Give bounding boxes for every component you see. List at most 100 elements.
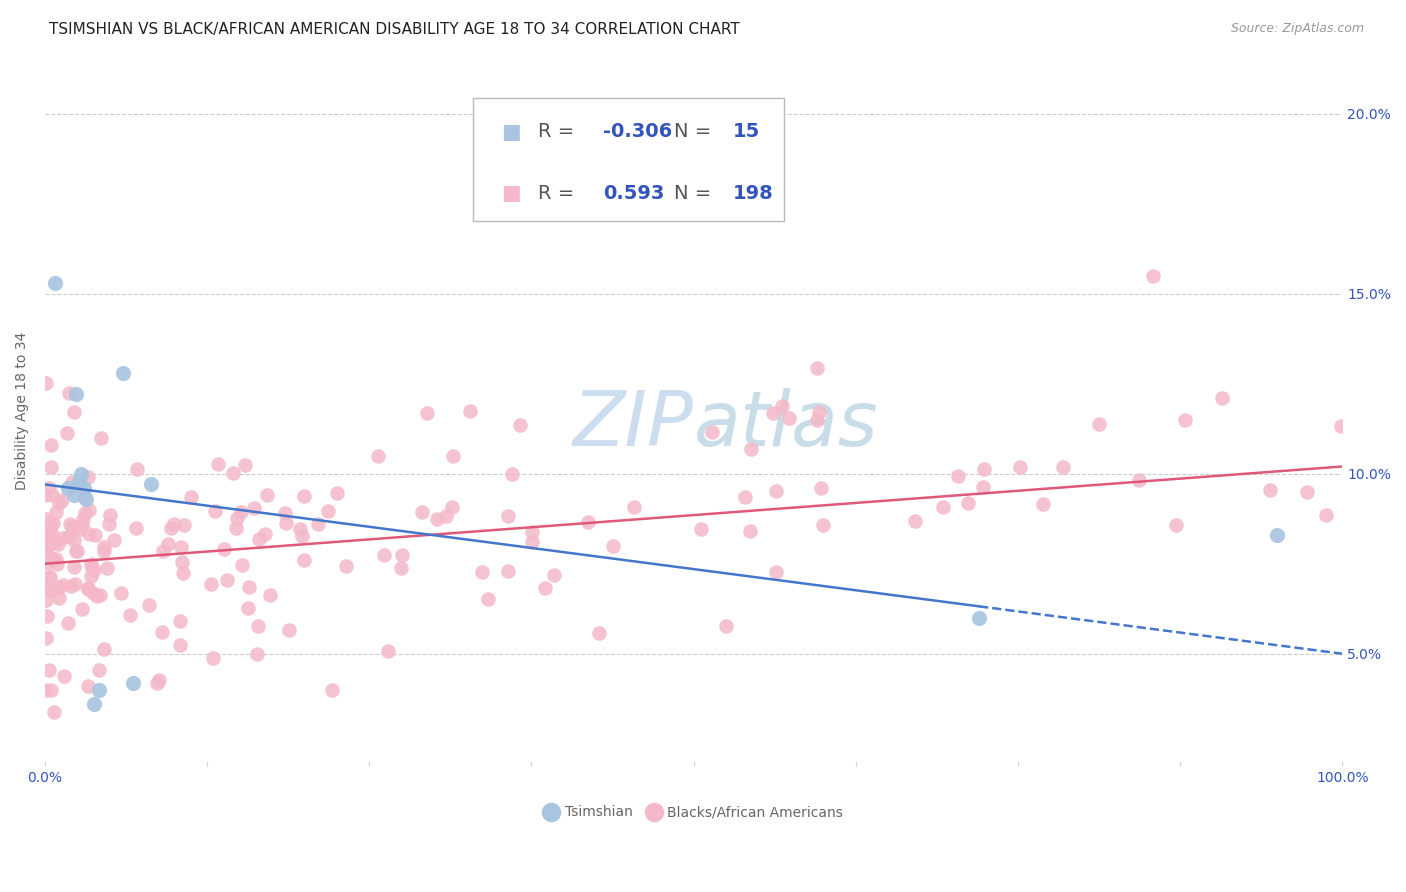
Point xyxy=(38,663,60,677)
Point xyxy=(1211,391,1233,405)
Point xyxy=(170,540,193,554)
Point xyxy=(42,706,65,720)
Point xyxy=(70,601,93,615)
Point xyxy=(76,491,98,506)
Point xyxy=(441,449,464,463)
Point xyxy=(325,486,347,500)
Point xyxy=(543,567,565,582)
Text: 198: 198 xyxy=(733,184,773,202)
Point xyxy=(738,524,761,538)
Text: ■: ■ xyxy=(502,122,522,142)
Point xyxy=(1330,419,1353,434)
Point xyxy=(1260,483,1282,497)
Point xyxy=(434,508,457,523)
Point xyxy=(55,425,77,440)
Point xyxy=(169,639,191,653)
Point xyxy=(82,586,104,600)
Point xyxy=(700,425,723,440)
Text: ■: ■ xyxy=(502,183,522,203)
Point xyxy=(946,469,969,483)
Point xyxy=(520,524,543,539)
Point xyxy=(96,561,118,575)
Point xyxy=(501,467,523,481)
Point xyxy=(1267,528,1289,542)
Point xyxy=(411,505,433,519)
Point xyxy=(204,504,226,518)
Point xyxy=(60,519,83,533)
Point xyxy=(173,517,195,532)
Point xyxy=(45,505,67,519)
Point xyxy=(765,484,787,499)
Point xyxy=(34,512,56,526)
Text: 0.593: 0.593 xyxy=(603,184,664,202)
Point xyxy=(290,523,312,537)
Point xyxy=(602,539,624,553)
Point xyxy=(34,538,56,552)
Point xyxy=(48,591,70,606)
Point xyxy=(238,580,260,594)
Point xyxy=(65,577,87,591)
Point xyxy=(233,458,256,472)
Point xyxy=(66,543,89,558)
Point xyxy=(38,570,60,584)
Point xyxy=(34,488,56,502)
Point xyxy=(765,565,787,579)
Point xyxy=(38,482,60,496)
Point xyxy=(225,520,247,534)
Legend: Tsimshian, Blacks/African Americans: Tsimshian, Blacks/African Americans xyxy=(538,800,849,825)
Point xyxy=(200,577,222,591)
Point xyxy=(35,557,58,571)
Point xyxy=(1032,498,1054,512)
Point xyxy=(1128,473,1150,487)
Point xyxy=(222,466,245,480)
Point xyxy=(83,697,105,711)
Point xyxy=(56,615,79,630)
Point xyxy=(93,540,115,554)
Point xyxy=(956,496,979,510)
Point xyxy=(34,572,56,586)
Point xyxy=(778,410,800,425)
Point xyxy=(103,533,125,547)
FancyBboxPatch shape xyxy=(472,98,785,221)
Point xyxy=(90,431,112,445)
Point xyxy=(84,528,107,542)
Point xyxy=(39,524,62,539)
Point xyxy=(42,535,65,549)
Point xyxy=(254,527,277,541)
Point xyxy=(1315,508,1337,522)
Point xyxy=(122,675,145,690)
Point xyxy=(207,458,229,472)
Point xyxy=(60,475,83,489)
Point xyxy=(157,537,180,551)
Point xyxy=(373,548,395,562)
Point xyxy=(292,489,315,503)
Point xyxy=(46,537,69,551)
Point xyxy=(41,516,63,530)
Point xyxy=(58,386,80,401)
Point xyxy=(972,480,994,494)
Point xyxy=(256,488,278,502)
Point xyxy=(37,536,59,550)
Point xyxy=(138,598,160,612)
Point xyxy=(215,574,238,588)
Point xyxy=(125,521,148,535)
Point xyxy=(477,592,499,607)
Point xyxy=(152,544,174,558)
Point xyxy=(967,611,990,625)
Text: Source: ZipAtlas.com: Source: ZipAtlas.com xyxy=(1230,22,1364,36)
Point xyxy=(73,481,96,495)
Point xyxy=(127,462,149,476)
Point xyxy=(77,470,100,484)
Point xyxy=(496,564,519,578)
Point xyxy=(973,462,995,476)
Point xyxy=(811,517,834,532)
Text: 15: 15 xyxy=(733,122,759,142)
Point xyxy=(45,552,67,566)
Point xyxy=(48,580,70,594)
Point xyxy=(41,488,63,502)
Text: atlas: atlas xyxy=(693,388,879,462)
Point xyxy=(509,418,531,433)
Point xyxy=(63,404,86,418)
Point xyxy=(37,582,59,597)
Point xyxy=(148,673,170,687)
